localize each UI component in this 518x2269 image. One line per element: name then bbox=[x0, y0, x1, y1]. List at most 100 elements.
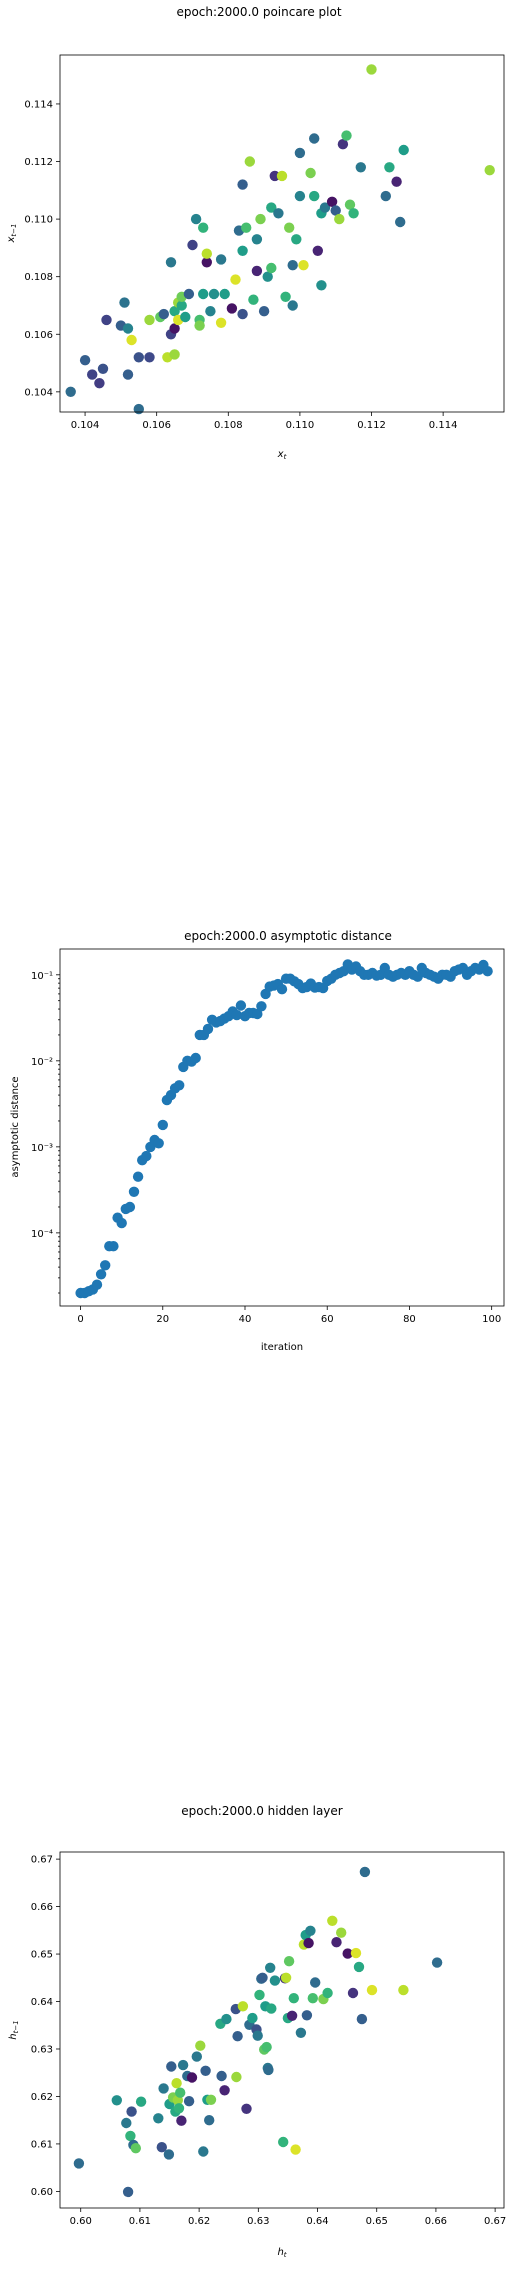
data-point bbox=[366, 1984, 378, 1996]
poincare-x-ticks: 0.104 0.106 0.108 0.110 0.112 0.114 bbox=[71, 412, 457, 431]
data-point bbox=[144, 352, 155, 363]
x-tick-label: 0.65 bbox=[366, 2216, 388, 2227]
data-point bbox=[237, 245, 248, 256]
data-point bbox=[230, 274, 241, 285]
data-point bbox=[198, 222, 209, 233]
data-point bbox=[348, 208, 359, 219]
x-tick-label: 0.112 bbox=[357, 420, 386, 431]
data-point bbox=[327, 1915, 338, 1927]
data-point bbox=[261, 2041, 272, 2053]
data-point bbox=[158, 308, 169, 320]
data-point bbox=[205, 2094, 217, 2105]
x-tick-label: 0.106 bbox=[142, 420, 171, 431]
data-point bbox=[124, 1201, 136, 1213]
poincare-plot-frame bbox=[59, 54, 505, 413]
data-point bbox=[307, 1993, 318, 2004]
y-tick-label: 10⁻² bbox=[31, 1057, 53, 1068]
data-point bbox=[108, 1241, 119, 1252]
data-point bbox=[237, 179, 248, 190]
x-tick-label: 0.60 bbox=[70, 2216, 92, 2227]
data-point bbox=[298, 260, 309, 271]
data-point bbox=[252, 2030, 263, 2041]
data-point bbox=[190, 213, 202, 225]
data-point bbox=[153, 2113, 164, 2124]
x-tick-label: 0.104 bbox=[71, 420, 100, 431]
data-point bbox=[291, 234, 302, 245]
data-point bbox=[122, 369, 134, 380]
y-tick-label: 0.112 bbox=[24, 157, 53, 168]
data-point bbox=[95, 1269, 107, 1280]
data-point bbox=[133, 352, 144, 363]
data-point bbox=[201, 248, 212, 259]
data-point bbox=[287, 300, 298, 311]
y-tick-label: 0.66 bbox=[31, 1902, 53, 1913]
data-point bbox=[391, 176, 402, 187]
data-point bbox=[65, 386, 76, 397]
data-point bbox=[366, 64, 377, 75]
data-point bbox=[122, 2186, 134, 2198]
data-point bbox=[288, 1993, 299, 2004]
data-point bbox=[119, 297, 130, 308]
asymptotic-chart-title: epoch:2000.0 asymptotic distance bbox=[184, 929, 392, 943]
data-point bbox=[301, 2010, 313, 2021]
data-point bbox=[101, 314, 112, 326]
data-point bbox=[283, 1956, 295, 1967]
data-point bbox=[133, 403, 144, 415]
data-point bbox=[135, 2096, 147, 2107]
data-point bbox=[186, 2072, 198, 2083]
data-point bbox=[91, 1279, 103, 1290]
asymptotic-y-ticks: 10⁻⁴ 10⁻³ 10⁻² 10⁻¹ bbox=[31, 971, 60, 1294]
y-tick-label: 0.62 bbox=[31, 2092, 53, 2103]
data-point bbox=[262, 271, 273, 282]
data-point bbox=[232, 2031, 243, 2042]
data-point bbox=[356, 2013, 368, 2025]
data-point bbox=[215, 317, 227, 328]
data-point bbox=[412, 971, 423, 982]
data-point bbox=[266, 2003, 277, 2014]
data-point bbox=[237, 2001, 249, 2012]
data-point bbox=[331, 1937, 342, 1948]
data-point bbox=[280, 1972, 292, 1984]
data-point bbox=[241, 2103, 252, 2114]
data-point bbox=[126, 2106, 137, 2117]
data-point bbox=[171, 2078, 182, 2089]
data-point bbox=[353, 1961, 365, 1973]
x-tick-label: 0.62 bbox=[188, 2216, 210, 2227]
x-tick-label: 0.61 bbox=[129, 2216, 151, 2227]
data-point bbox=[256, 1001, 267, 1012]
data-point bbox=[198, 2146, 209, 2157]
asymptotic-y-axis-label: asymptotic distance bbox=[10, 1076, 21, 1177]
data-point bbox=[226, 303, 238, 314]
data-point bbox=[132, 1171, 144, 1182]
data-point bbox=[153, 1138, 164, 1149]
data-point bbox=[97, 363, 109, 374]
y-tick-label: 0.67 bbox=[31, 1855, 53, 1866]
data-point bbox=[309, 190, 320, 202]
data-point bbox=[482, 966, 493, 977]
data-point bbox=[231, 1009, 242, 1021]
data-point bbox=[380, 190, 391, 202]
data-point bbox=[158, 2083, 169, 2094]
data-point bbox=[116, 1217, 127, 1229]
data-point bbox=[398, 1984, 409, 1996]
hidden-layer-y-axis-label: ht−1 bbox=[8, 2020, 20, 2039]
data-point bbox=[241, 222, 252, 233]
data-point bbox=[384, 162, 395, 173]
data-point bbox=[398, 144, 409, 156]
data-point bbox=[310, 1977, 321, 1988]
data-point bbox=[100, 1260, 111, 1271]
x-tick-label: 100 bbox=[482, 1314, 501, 1325]
data-point bbox=[190, 1052, 201, 1064]
data-point bbox=[157, 1119, 168, 1131]
data-point bbox=[219, 2085, 230, 2096]
data-point bbox=[286, 2010, 298, 2022]
data-point bbox=[336, 1927, 347, 1938]
y-tick-label: 0.61 bbox=[31, 2139, 53, 2150]
data-point bbox=[295, 2027, 307, 2039]
data-point bbox=[175, 2087, 186, 2098]
data-point bbox=[205, 306, 216, 317]
poincare-y-axis-label: xt−1 bbox=[6, 224, 18, 244]
data-point bbox=[166, 2061, 177, 2072]
data-point bbox=[284, 222, 295, 233]
